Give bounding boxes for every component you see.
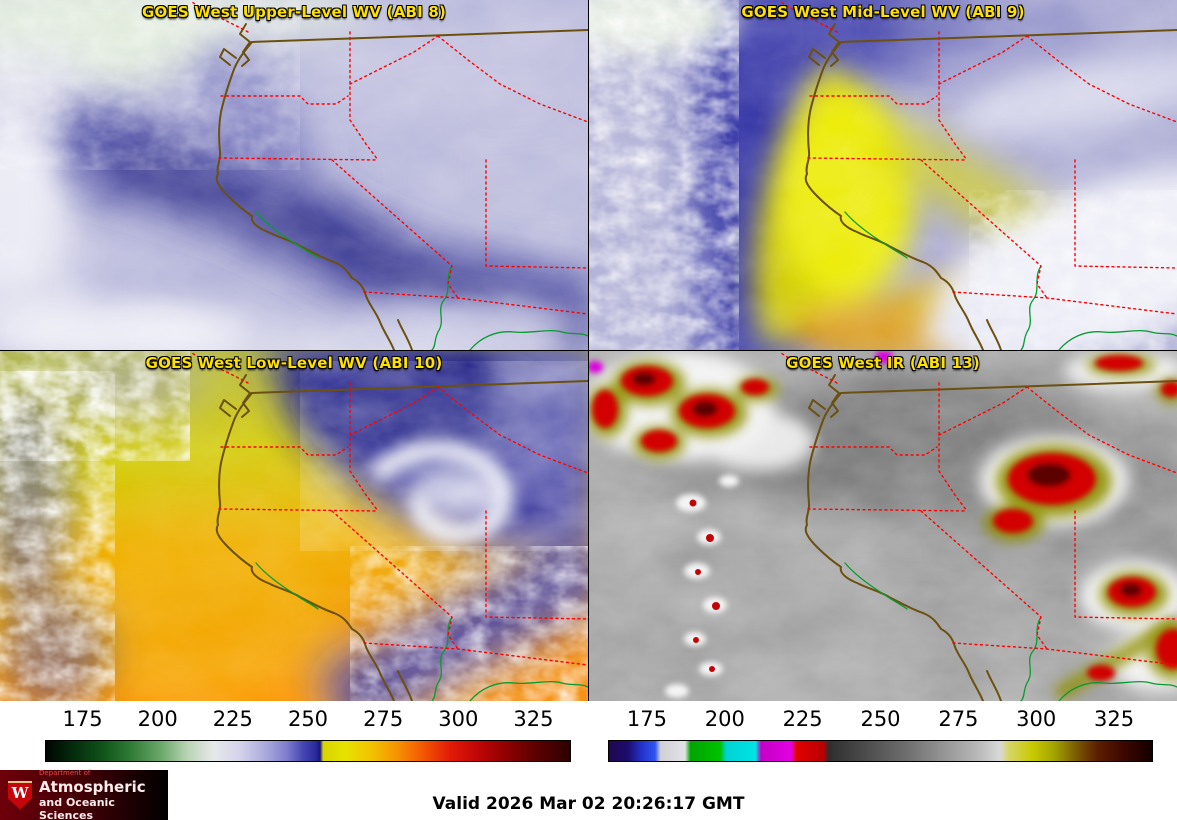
uw-crest-icon: W [8, 780, 32, 810]
ir-colorbar-ticks: 175 200 225 250 275 300 325 [608, 706, 1153, 736]
tick-label: 175 [626, 707, 667, 731]
satellite-image-upper-wv [0, 0, 588, 350]
panel-abi13: GOES West IR (ABI 13) [589, 351, 1177, 701]
logo-line1: Atmospheric [39, 777, 146, 796]
tick-label: 250 [287, 707, 329, 731]
tick-label: 250 [860, 707, 901, 731]
tick-label: 275 [938, 707, 979, 731]
ir-colorbar-gradient [608, 740, 1153, 762]
satellite-image-ir [589, 351, 1177, 701]
logo-text: Department of Atmospheric and Oceanic Sc… [39, 769, 160, 820]
wv-colorbar-ticks: 175 200 225 250 275 300 325 [45, 706, 571, 736]
crest-letter: W [11, 783, 29, 802]
satellite-image-mid-wv [589, 0, 1177, 350]
tick-label: 300 [1016, 707, 1057, 731]
tick-label: 325 [1094, 707, 1135, 731]
satellite-image-low-wv [0, 351, 588, 701]
tick-label: 200 [137, 707, 178, 731]
uw-aos-logo: W Department of Atmospheric and Oceanic … [0, 769, 168, 820]
panel-grid: GOES West Upper-Level WV (ABI 8) [0, 0, 1177, 701]
panel-abi8: GOES West Upper-Level WV (ABI 8) [0, 0, 588, 350]
panel-abi9: GOES West Mid-Level WV (ABI 9) [589, 0, 1177, 350]
wv-colorbar-gradient [45, 740, 571, 762]
ir-colorbar-block: 175 200 225 250 275 300 325 [608, 706, 1153, 762]
footer: 175 200 225 250 275 300 325 175 200 225 … [0, 701, 1177, 820]
panel-abi10: GOES West Low-Level WV (ABI 10) [0, 351, 588, 701]
logo-department: Department of [39, 768, 91, 777]
tick-label: 225 [782, 707, 823, 731]
valid-time: Valid 2026 Mar 02 20:26:17 GMT [432, 794, 745, 814]
logo-line2: and Oceanic Sciences [39, 795, 115, 820]
tick-label: 300 [438, 707, 479, 731]
tick-label: 325 [513, 707, 554, 731]
tick-label: 225 [212, 707, 253, 731]
tick-label: 175 [62, 707, 103, 731]
tick-label: 200 [704, 707, 745, 731]
tick-label: 275 [363, 707, 404, 731]
wv-colorbar-block: 175 200 225 250 275 300 325 [45, 706, 571, 762]
